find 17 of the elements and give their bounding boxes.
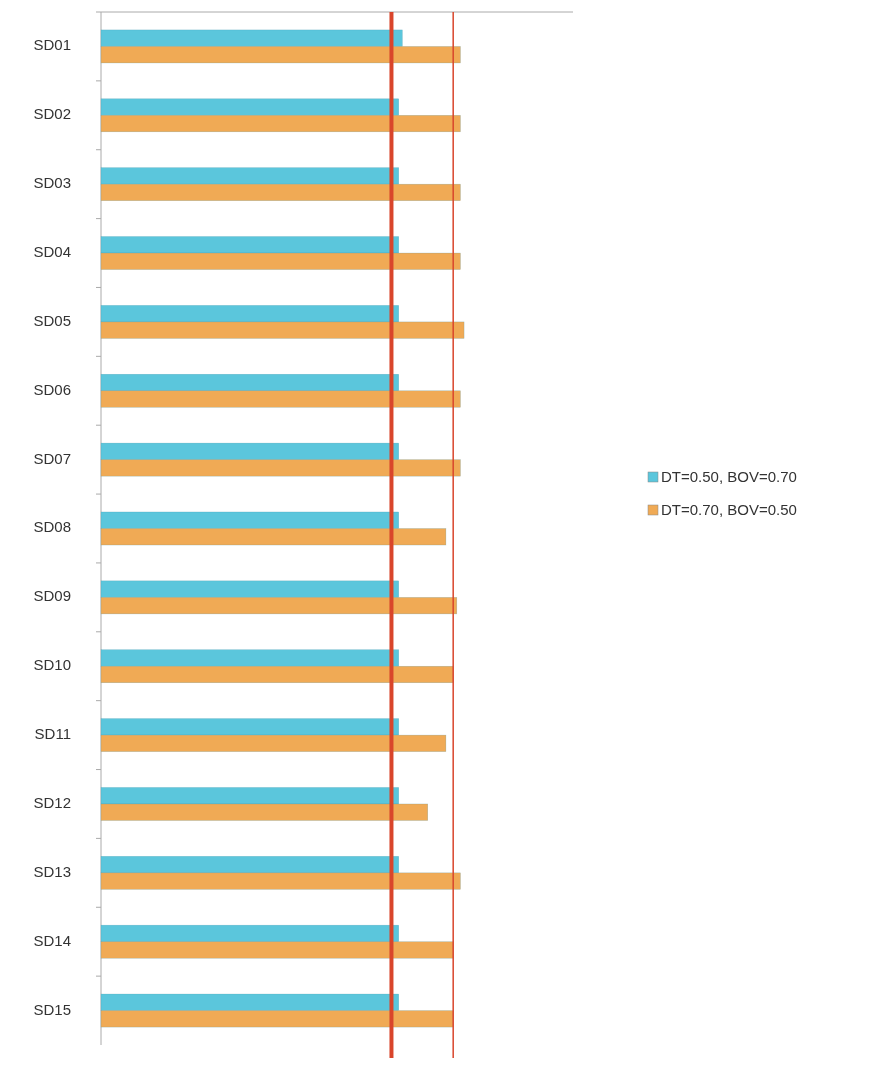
y-tick-label: SD14 [33, 931, 71, 949]
y-tick-label: SD10 [33, 656, 71, 674]
y-tick-label: SD09 [33, 587, 71, 605]
legend-label: DT=0.50, BOV=0.70 [661, 467, 797, 485]
y-tick-label: SD12 [33, 793, 71, 811]
y-tick-label: SD15 [33, 1000, 71, 1018]
y-tick-label: SD05 [33, 311, 71, 329]
y-tick-label: SD03 [33, 174, 71, 192]
y-tick-label: SD06 [33, 380, 71, 398]
legend-label: DT=0.70, BOV=0.50 [661, 500, 797, 518]
y-tick-label: SD08 [33, 518, 71, 536]
y-tick-label: SD04 [33, 243, 71, 260]
y-tick-label: SD11 [34, 725, 71, 743]
y-tick-label: SD07 [33, 449, 71, 467]
y-tick-label: SD02 [33, 105, 71, 123]
y-tick-label: SD13 [33, 862, 71, 880]
y-tick-label: SD01 [33, 36, 71, 54]
